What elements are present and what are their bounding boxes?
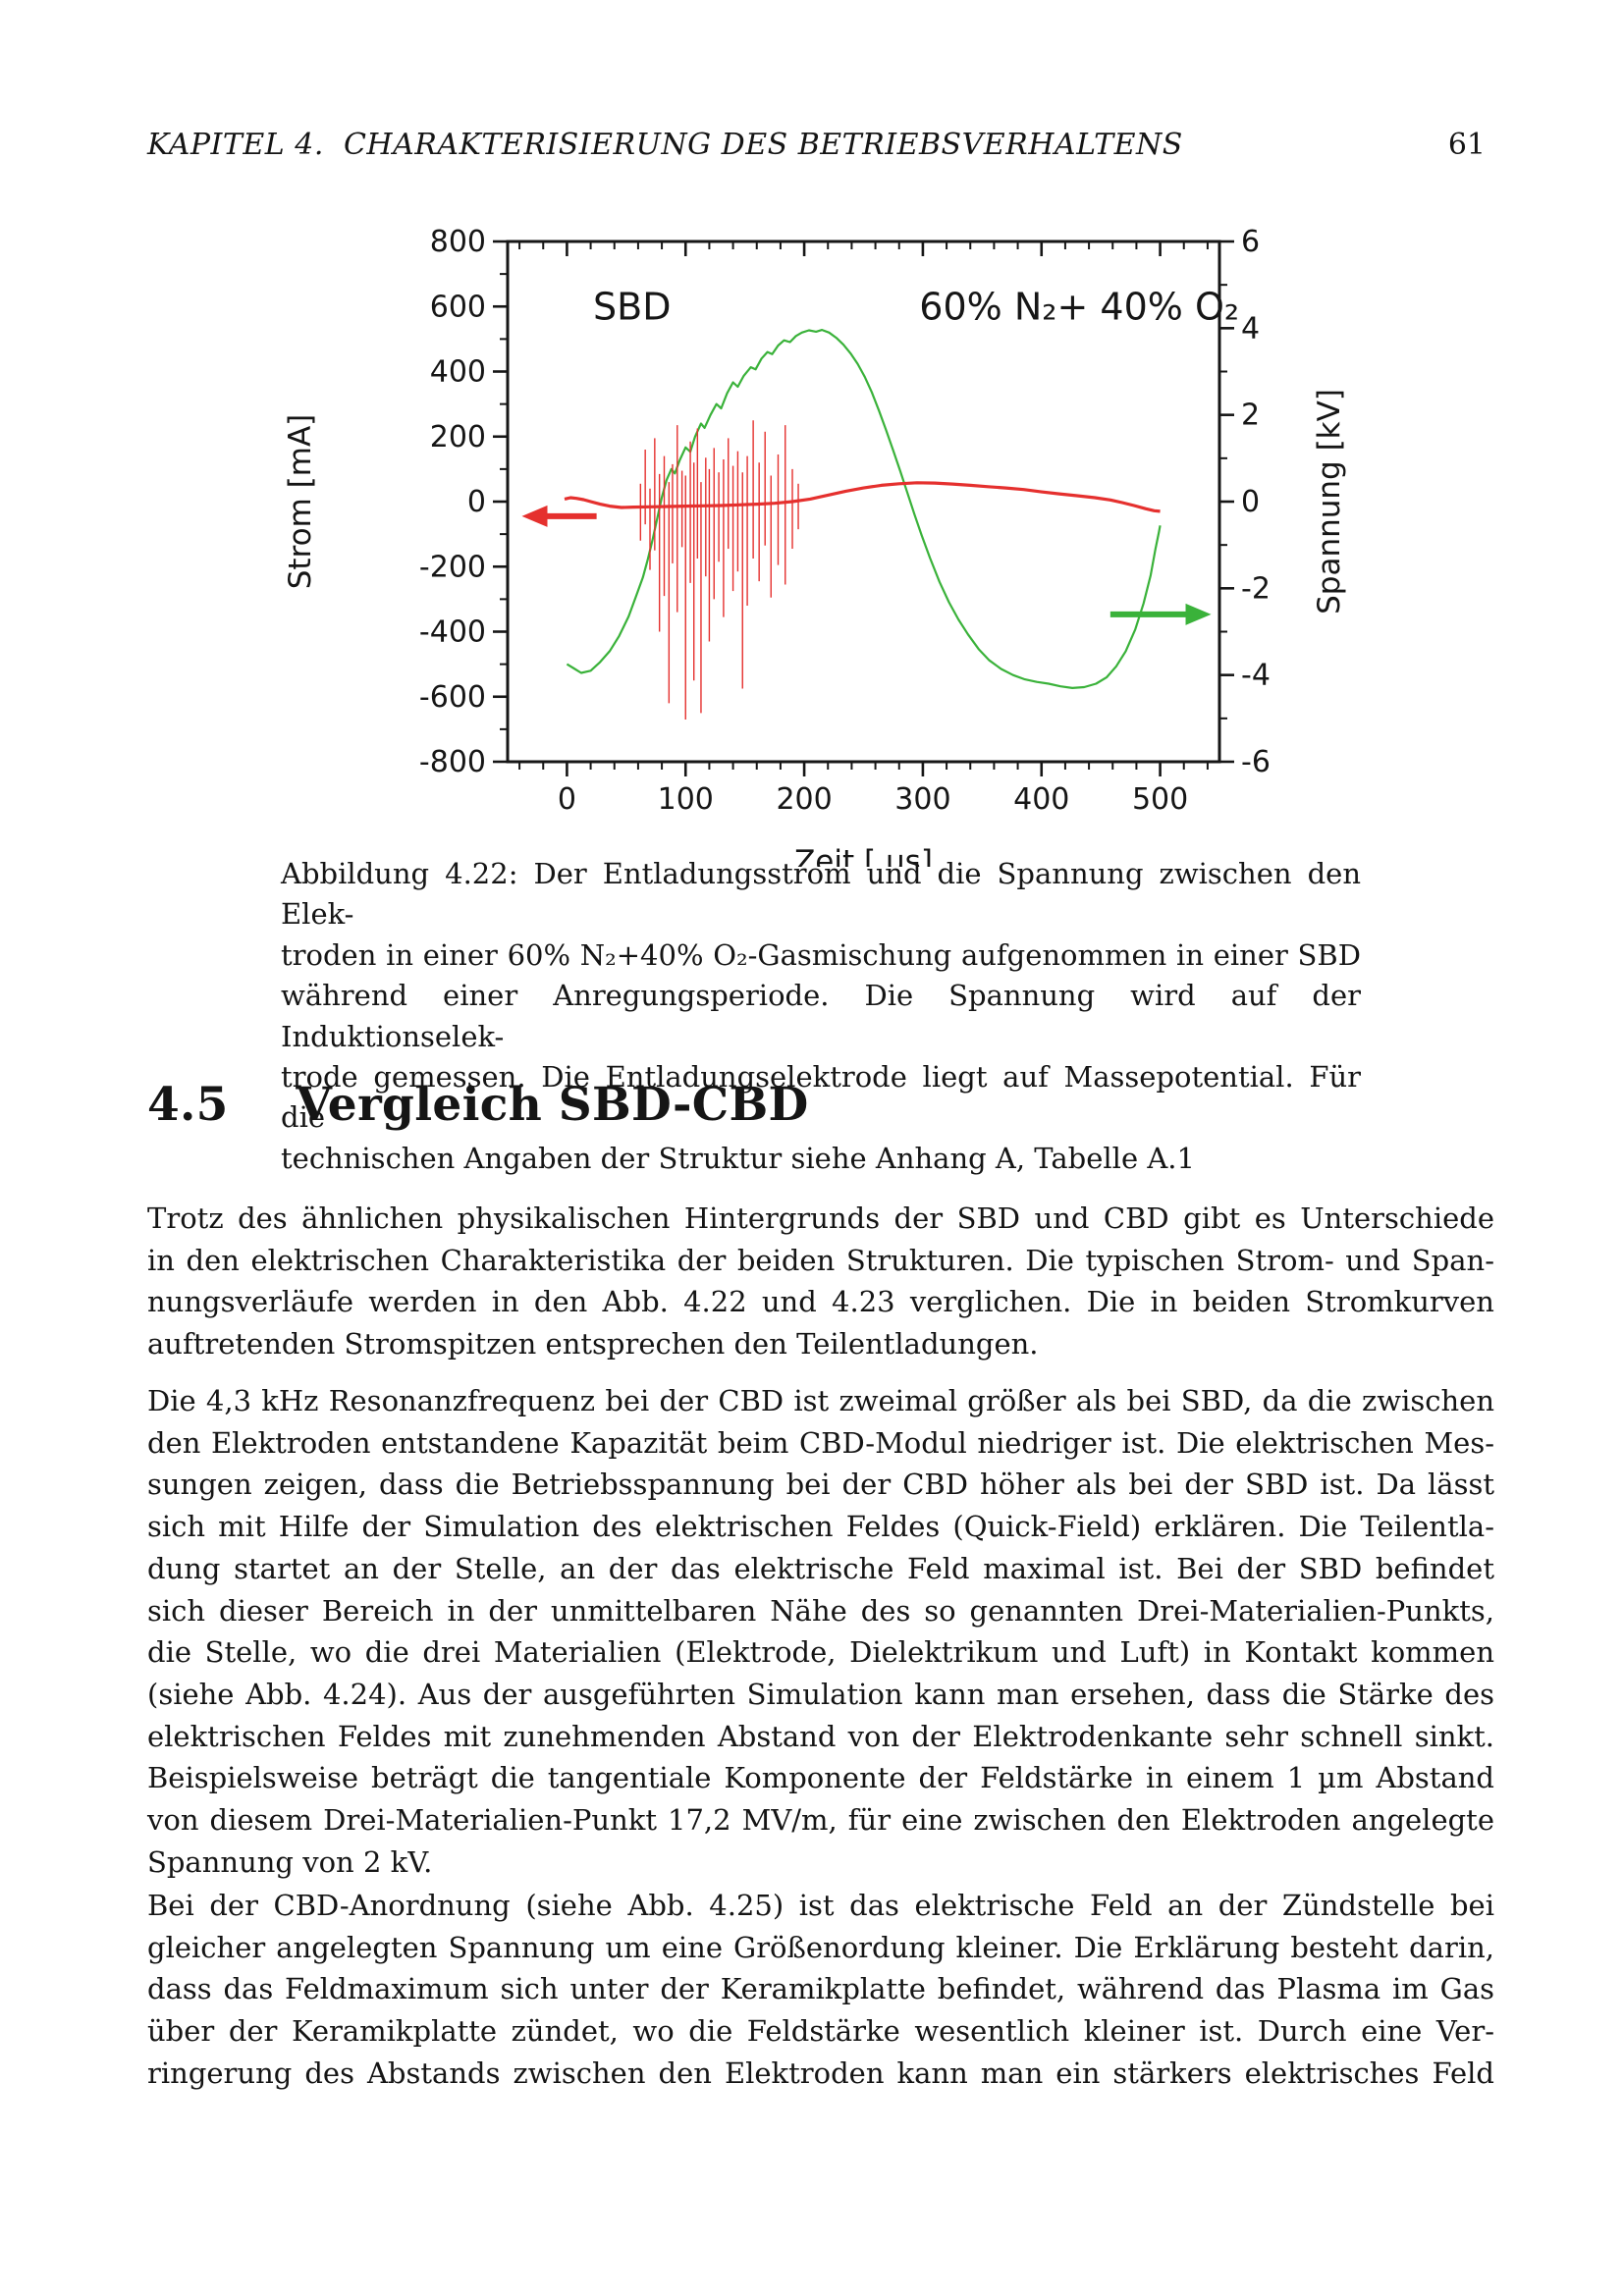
text-line: in den elektrischen Charakteristika der … (147, 1243, 1494, 1277)
x-tick-label: 400 (1013, 782, 1069, 817)
left-axis-title: Strom [mA] (283, 414, 318, 590)
y-right-tick-label: 0 (1241, 485, 1260, 519)
text-line: auftretenden Stromspitzen entsprechen de… (147, 1327, 1039, 1362)
text-line: technischen Angaben der Struktur siehe A… (281, 1141, 1195, 1175)
y-left-tick-label: -400 (419, 615, 486, 650)
text-line: Spannung von 2 kV. (147, 1844, 433, 1879)
right-axis-title: Spannung [kV] (1312, 389, 1347, 614)
y-left-tick-label: -600 (419, 680, 486, 715)
y-left-tick-label: 200 (430, 420, 486, 454)
y-right-tick-label: 6 (1241, 225, 1260, 259)
page-header: KAPITEL 4. CHARAKTERISIERUNG DES BETRIEB… (147, 128, 1486, 162)
text-line: ringerung des Abstands zwischen den Elek… (147, 2056, 1494, 2090)
figure-caption: Abbildung 4.22: Der Entladungsstrom und … (281, 854, 1361, 1179)
text-line: von diesem Drei-Materialien-Punkt 17,2 M… (147, 1803, 1494, 1838)
text-line: troden in einer 60% N₂+40% O₂-Gasmischun… (281, 937, 1361, 972)
sample-label: SBD (593, 286, 671, 329)
text-line: sich mit Hilfe der Simulation des elektr… (147, 1510, 1494, 1544)
chapter-running-title: KAPITEL 4. CHARAKTERISIERUNG DES BETRIEB… (147, 128, 1183, 162)
y-left-tick-label: 0 (467, 485, 486, 519)
text-line: Abbildung 4.22: Der Entladungsstrom und … (281, 857, 1361, 932)
text-line: Trotz des ähnlichen physikalischen Hinte… (147, 1201, 1494, 1235)
discharge-current-voltage-chart: 0 100 200 300 400 500 -800 -600 -400 -200 0 200 400 6… (283, 225, 1347, 867)
y-left-tick-label: 600 (430, 290, 486, 324)
paragraph-2: Die 4,3 kHz Resonanzfrequenz bei der CBD… (147, 1380, 1494, 1883)
y-right-tick-label: -4 (1241, 659, 1271, 693)
text-line: sungen zeigen, dass die Betriebsspannung… (147, 1468, 1494, 1502)
text-line: gleicher angelegten Spannung um eine Grö… (147, 1930, 1494, 1964)
section-title: Vergleich SBD-CBD (296, 1078, 809, 1132)
section-number: 4.5 (147, 1078, 229, 1132)
voltage-axis-arrow-head (1185, 603, 1212, 625)
text-line: sich dieser Bereich in der unmittelbaren… (147, 1593, 1494, 1628)
y-left-tick-label: -200 (419, 550, 486, 584)
y-left-tick-label: -800 (419, 745, 486, 779)
y-right-tick-label: -2 (1241, 571, 1271, 606)
section-heading: 4.5 Vergleich SBD-CBD (147, 1078, 809, 1132)
x-tick-label: 0 (558, 782, 576, 817)
text-line: dung startet an der Stelle, an der das e… (147, 1551, 1494, 1585)
text-line: während einer Anregungsperiode. Die Span… (281, 979, 1361, 1053)
x-axis-title: Zeit [ µs] (794, 844, 933, 867)
text-line: die Stelle, wo die drei Materialien (Ele… (147, 1635, 1494, 1670)
figure-4-22: 0 100 200 300 400 500 -800 -600 -400 -200 0 200 400 6… (277, 224, 1367, 867)
y-right-tick-label: -6 (1241, 745, 1271, 779)
text-line: Beispielsweise beträgt die tangentiale K… (147, 1761, 1494, 1795)
x-tick-label: 200 (776, 782, 832, 817)
strom-curve (564, 481, 1161, 513)
y-left-tick-label: 800 (430, 225, 486, 259)
paragraph-3: Bei der CBD-Anordnung (siehe Abb. 4.25) … (147, 1885, 1494, 2095)
x-tick-label: 100 (658, 782, 714, 817)
gas-mixture-label: 60% N₂+ 40% O₂ (919, 286, 1239, 329)
text-line: dass das Feldmaximum sich unter der Kera… (147, 1972, 1494, 2006)
text-line: trode gemessen. Die Entladungselektrode … (281, 1060, 1361, 1135)
plot-frame (506, 240, 1221, 764)
text-line: elektrischen Feldes mit zunehmenden Abst… (147, 1719, 1494, 1753)
current-axis-arrow-head (521, 505, 548, 527)
text-line: Bei der CBD-Anordnung (siehe Abb. 4.25) … (147, 1889, 1494, 1922)
text-line: über der Keramikplatte zündet, wo die Fe… (147, 2014, 1494, 2049)
paragraph-1: Trotz des ähnlichen physikalischen Hinte… (147, 1198, 1494, 1365)
y-left-tick-label: 400 (430, 355, 486, 390)
x-tick-label: 300 (894, 782, 950, 817)
spannung-curve (566, 328, 1162, 689)
text-line: (siehe Abb. 4.24). Aus der ausgeführten … (147, 1677, 1494, 1711)
y-right-tick-label: 4 (1241, 311, 1260, 346)
text-line: Die 4,3 kHz Resonanzfrequenz bei der CBD… (147, 1384, 1494, 1417)
y-right-tick-label: 2 (1241, 399, 1260, 433)
page-number: 61 (1447, 128, 1486, 162)
text-line: nungsverläufe werden in den Abb. 4.22 un… (147, 1285, 1494, 1319)
text-line: den Elektroden entstandene Kapazität bei… (147, 1425, 1494, 1460)
x-tick-label: 500 (1132, 782, 1188, 817)
